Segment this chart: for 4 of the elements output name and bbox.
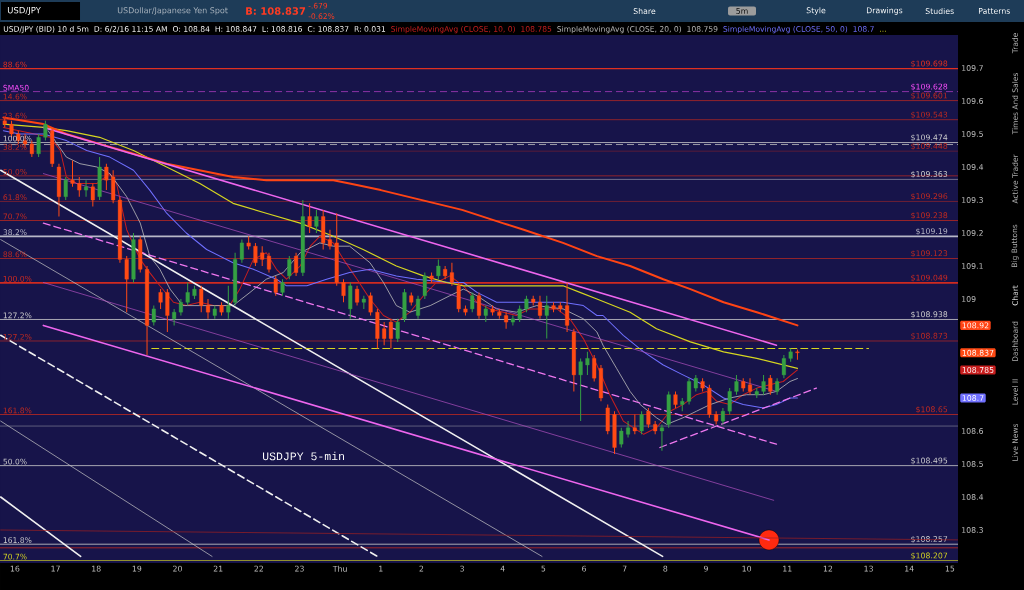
text: B: 108.837 [246,7,306,15]
text: USDollar/Japanese Yen Spot [117,7,228,15]
text: USD/JPY [7,7,41,16]
annotation: USDJPY 5-min [263,451,344,461]
